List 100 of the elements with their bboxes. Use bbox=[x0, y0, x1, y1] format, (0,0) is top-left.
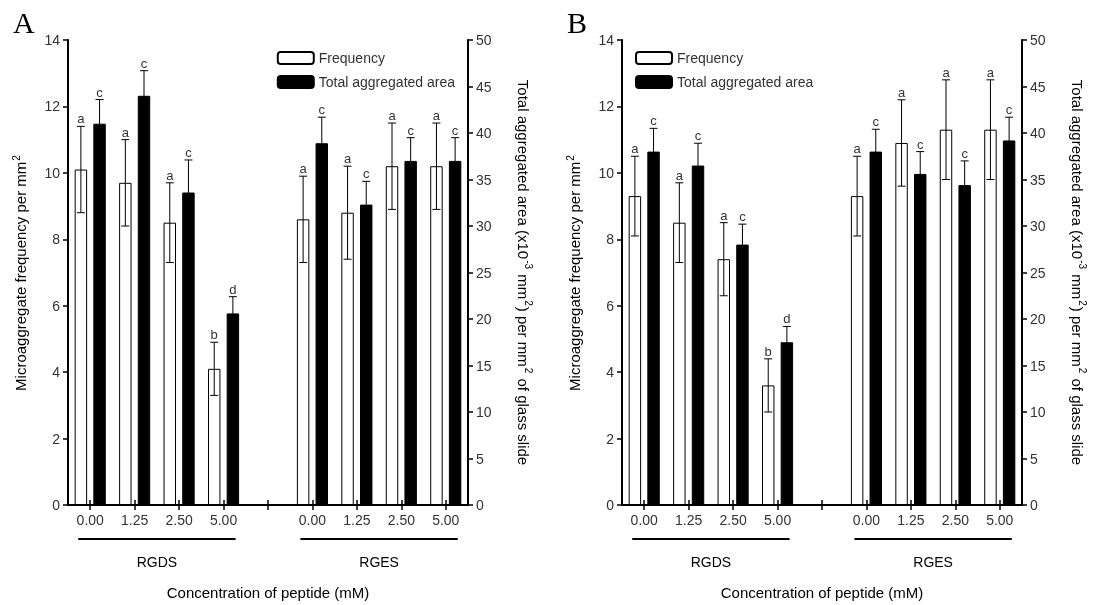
annotation: c bbox=[872, 114, 880, 130]
x-axis-title: Concentration of peptide (mM) bbox=[720, 584, 924, 601]
annotation: c bbox=[318, 102, 326, 118]
x-tick-label: 5.00 bbox=[986, 512, 1014, 528]
y-tick-label: 12 bbox=[598, 98, 615, 115]
y-tick-label: 8 bbox=[606, 231, 615, 248]
y-tick-label: 2 bbox=[606, 430, 615, 447]
y2-tick-label: 35 bbox=[476, 171, 492, 188]
y-tick-label: 14 bbox=[44, 32, 61, 48]
y-tick-label: 6 bbox=[606, 297, 615, 314]
y-tick-label: 10 bbox=[598, 164, 615, 181]
legend-label: Frequency bbox=[318, 50, 385, 66]
annotation: a bbox=[631, 141, 640, 157]
annotation: c bbox=[185, 144, 193, 160]
annotation: b bbox=[210, 327, 218, 343]
annotation: c bbox=[451, 122, 459, 138]
legend-label: Total aggregated area bbox=[677, 74, 814, 90]
text: RGES bbox=[359, 554, 399, 570]
y2-tick-label: 45 bbox=[1030, 78, 1046, 95]
x-tick-label: 5.00 bbox=[763, 512, 792, 528]
y2-tick-label: 50 bbox=[1030, 32, 1046, 48]
annotation: a bbox=[432, 108, 441, 124]
y-axis-title: Microaggregate frequency per mm2 bbox=[564, 154, 583, 391]
y-tick-label: 4 bbox=[606, 364, 615, 381]
y2-axis-title: Total aggregated area (x10-3 mm2) per mm2 of glass slide bbox=[1069, 79, 1088, 466]
y2-tick-label: 0 bbox=[1030, 497, 1038, 513]
text: RGDS bbox=[690, 554, 732, 570]
y-tick-label: 4 bbox=[52, 364, 61, 381]
annotation: c bbox=[694, 128, 702, 144]
annotation: a bbox=[986, 64, 995, 80]
x-tick-label: 0.00 bbox=[76, 512, 105, 528]
y2-tick-label: 45 bbox=[476, 78, 492, 95]
y2-tick-label: 15 bbox=[476, 357, 492, 374]
annotation: c bbox=[96, 84, 104, 100]
annotation: c bbox=[650, 113, 658, 129]
y2-tick-label: 40 bbox=[476, 125, 492, 141]
x-tick-label: 1.25 bbox=[343, 512, 371, 528]
x-tick-label: 2.50 bbox=[165, 512, 193, 528]
y2-tick-label: 5 bbox=[1030, 450, 1038, 467]
y2-tick-label: 15 bbox=[1030, 357, 1046, 374]
x-tick-label: 1.25 bbox=[897, 512, 925, 528]
x-tick-label: 0.00 bbox=[852, 512, 881, 528]
x-tick-label: 2.50 bbox=[719, 512, 747, 528]
x-tick-label: 2.50 bbox=[387, 512, 416, 528]
annotation: a bbox=[897, 84, 906, 100]
y2-tick-label: 0 bbox=[476, 497, 484, 513]
text: RGES bbox=[913, 554, 953, 570]
y-axis-title: Microaggregate frequency per mm2 bbox=[10, 154, 29, 391]
annotation: a bbox=[942, 64, 951, 80]
y2-tick-label: 20 bbox=[476, 311, 492, 327]
y2-tick-label: 10 bbox=[476, 404, 492, 420]
x-tick-label: 5.00 bbox=[432, 512, 460, 528]
y2-tick-label: 35 bbox=[1030, 171, 1046, 188]
y2-tick-label: 5 bbox=[476, 450, 484, 467]
y2-tick-label: 20 bbox=[1030, 311, 1046, 327]
annotation: c bbox=[916, 136, 924, 152]
x-tick-label: 1.25 bbox=[121, 512, 149, 528]
x-tick-label: 0.00 bbox=[298, 512, 327, 528]
annotation: a bbox=[388, 108, 397, 124]
legend-label: Total aggregated area bbox=[318, 74, 456, 90]
y-tick-label: 14 bbox=[598, 32, 615, 48]
annotation: a bbox=[166, 167, 175, 183]
y2-tick-label: 10 bbox=[1030, 404, 1046, 420]
x-axis-title: Concentration of peptide (mM) bbox=[166, 584, 370, 601]
annotation: a bbox=[121, 124, 130, 140]
x-tick-label: 0.00 bbox=[630, 512, 659, 528]
y2-tick-label: 30 bbox=[476, 218, 492, 234]
chart-title: B bbox=[567, 5, 588, 39]
chart-title: A bbox=[13, 5, 35, 39]
y2-tick-label: 25 bbox=[1030, 264, 1046, 281]
y-tick-label: 10 bbox=[44, 164, 61, 181]
annotation: c bbox=[1005, 102, 1013, 118]
legend-label: Frequency bbox=[677, 50, 744, 66]
x-tick-label: 1.25 bbox=[675, 512, 703, 528]
annotation: a bbox=[853, 141, 862, 157]
y-tick-label: 8 bbox=[52, 231, 61, 248]
annotation: d bbox=[229, 281, 237, 297]
y-tick-label: 12 bbox=[44, 98, 61, 115]
annotation: c bbox=[961, 145, 969, 161]
annotation: a bbox=[675, 167, 684, 183]
x-tick-label: 2.50 bbox=[941, 512, 970, 528]
annotation: d bbox=[783, 311, 791, 327]
annotation: b bbox=[764, 343, 772, 359]
annotation: a bbox=[299, 161, 308, 177]
annotation: c bbox=[739, 209, 747, 225]
y-tick-label: 0 bbox=[52, 497, 61, 513]
annotation: a bbox=[343, 151, 352, 167]
y-tick-label: 2 bbox=[52, 430, 61, 447]
y2-axis-title: Total aggregated area (x10-3 mm2) per mm2 of glass slide bbox=[515, 79, 534, 466]
y2-tick-label: 50 bbox=[476, 32, 492, 48]
annotation: c bbox=[362, 166, 370, 182]
text: RGDS bbox=[136, 554, 178, 570]
annotation: c bbox=[140, 55, 148, 71]
y-tick-label: 6 bbox=[52, 297, 61, 314]
y-tick-label: 0 bbox=[606, 497, 615, 513]
y2-tick-label: 25 bbox=[476, 264, 492, 281]
y2-tick-label: 30 bbox=[1030, 218, 1046, 234]
annotation: a bbox=[77, 111, 86, 127]
annotation: c bbox=[407, 122, 415, 138]
annotation: a bbox=[720, 207, 729, 223]
